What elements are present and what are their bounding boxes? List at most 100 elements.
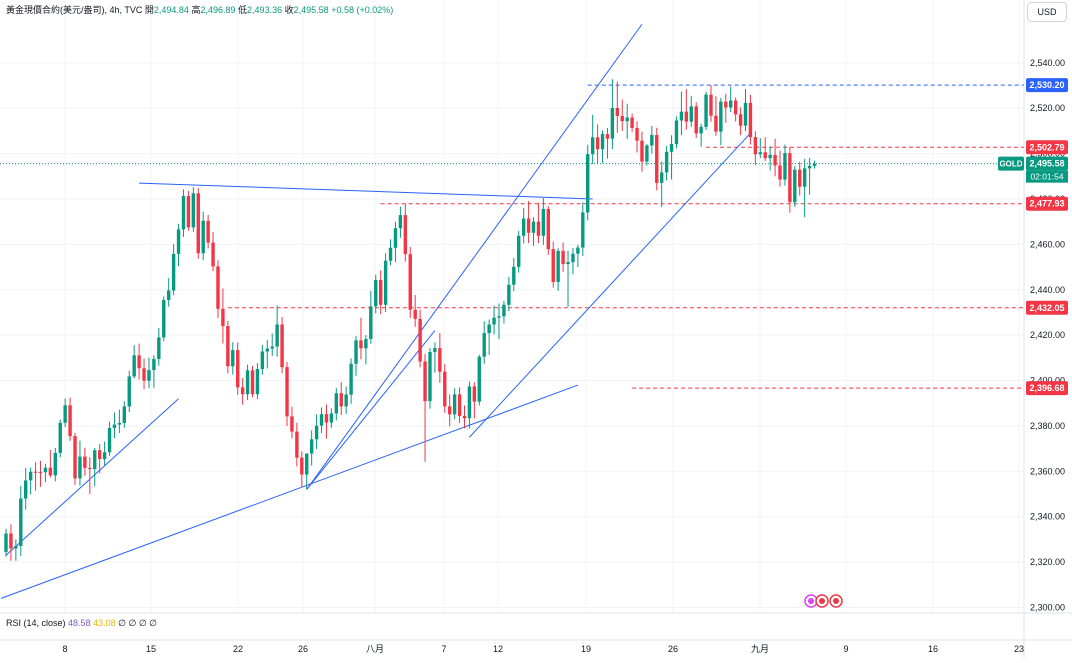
- candle-body: [319, 414, 324, 426]
- candle: [581, 202, 585, 256]
- candle: [68, 397, 72, 441]
- candle-body: [354, 340, 358, 364]
- candle-body: [236, 350, 240, 388]
- candle-body: [600, 134, 605, 150]
- candle-body: [714, 115, 718, 132]
- candle-body: [620, 115, 624, 122]
- y-tick-label: 2,540.00: [1030, 58, 1065, 68]
- candle-body: [137, 355, 141, 369]
- y-tick-label: 2,460.00: [1030, 239, 1065, 249]
- candle: [206, 214, 210, 249]
- candle-body: [181, 196, 186, 230]
- candle: [127, 370, 131, 413]
- candle: [443, 364, 447, 413]
- trendline: [5, 398, 179, 556]
- trendline: [306, 23, 643, 490]
- candle-body: [743, 102, 748, 126]
- price-label-bg: [1026, 156, 1068, 171]
- candle: [768, 146, 772, 171]
- us-flag-icon: [829, 594, 843, 608]
- candle: [709, 85, 713, 122]
- candle-body: [650, 135, 654, 146]
- candle-body: [423, 361, 427, 402]
- candle-body: [689, 106, 693, 122]
- trendline: [306, 330, 436, 490]
- candle: [38, 460, 43, 487]
- x-tick-label: 15: [146, 644, 156, 654]
- candle: [620, 99, 624, 131]
- candle-body: [645, 145, 649, 162]
- candle-body: [452, 394, 457, 415]
- candle-body: [541, 208, 546, 236]
- candle-body: [408, 254, 412, 310]
- candle: [211, 231, 215, 272]
- candle: [97, 444, 102, 474]
- candle: [137, 343, 141, 380]
- candle: [738, 107, 743, 136]
- candle: [753, 131, 758, 165]
- rsi-header[interactable]: RSI (14, close) 48.58 43.08 ∅ ∅ ∅ ∅: [6, 618, 157, 629]
- candle-body: [669, 144, 674, 152]
- y-tick-label: 2,300.00: [1030, 602, 1065, 612]
- candle: [43, 464, 48, 483]
- candle-body: [24, 480, 28, 499]
- candle: [290, 406, 294, 439]
- candle: [236, 342, 240, 395]
- candle-body: [324, 414, 329, 423]
- candle: [300, 451, 304, 488]
- candle: [191, 187, 196, 232]
- candle-body: [334, 393, 339, 414]
- x-tick-label: 7: [441, 644, 446, 654]
- candle: [305, 453, 309, 490]
- candle-body: [531, 221, 536, 233]
- symbol-header: 黃金現價合約(美元/盎司), 4h, TVC 開2,494.84 高2,496.…: [6, 3, 393, 16]
- candle-body: [147, 370, 151, 381]
- candle-body: [472, 386, 477, 402]
- candle: [231, 342, 235, 375]
- candle: [438, 333, 442, 383]
- candle: [743, 88, 748, 132]
- candle: [664, 145, 669, 181]
- candle-body: [53, 452, 57, 476]
- candle-body: [403, 215, 408, 255]
- candle: [659, 161, 664, 207]
- candle: [699, 123, 703, 147]
- y-tick-label: 2,360.00: [1030, 466, 1065, 476]
- candle: [319, 407, 324, 434]
- candle: [324, 404, 329, 439]
- candle: [729, 86, 733, 113]
- candle: [393, 221, 398, 263]
- rsi-value: 48.58: [68, 618, 91, 628]
- candle-body: [290, 416, 294, 432]
- candle: [704, 91, 708, 131]
- candle: [295, 422, 299, 467]
- candle-body: [546, 208, 550, 250]
- candle: [724, 93, 728, 123]
- candle-body: [556, 250, 560, 283]
- candle-body: [68, 405, 72, 437]
- candle-body: [738, 114, 743, 126]
- candle-body: [630, 117, 634, 128]
- candle: [793, 165, 797, 207]
- candle: [63, 398, 67, 428]
- candle: [807, 157, 812, 195]
- candle-body: [245, 370, 250, 395]
- candle-body: [127, 376, 131, 407]
- candle-body: [477, 356, 481, 402]
- candle: [645, 144, 649, 166]
- x-tick-label: 19: [581, 644, 591, 654]
- candle-body: [28, 471, 33, 481]
- candle: [600, 130, 605, 163]
- price-label-bg: [1026, 300, 1068, 315]
- x-tick-label: 12: [493, 644, 503, 654]
- currency-button[interactable]: USD: [1027, 2, 1067, 22]
- candle: [162, 296, 166, 342]
- trendline: [139, 182, 593, 200]
- candle: [216, 260, 220, 319]
- candle: [181, 189, 186, 237]
- change-value: +0.58 (+0.02%): [331, 5, 394, 15]
- symbol-title[interactable]: 黃金現價合約(美元/盎司), 4h, TVC: [6, 5, 143, 15]
- candle: [398, 206, 403, 238]
